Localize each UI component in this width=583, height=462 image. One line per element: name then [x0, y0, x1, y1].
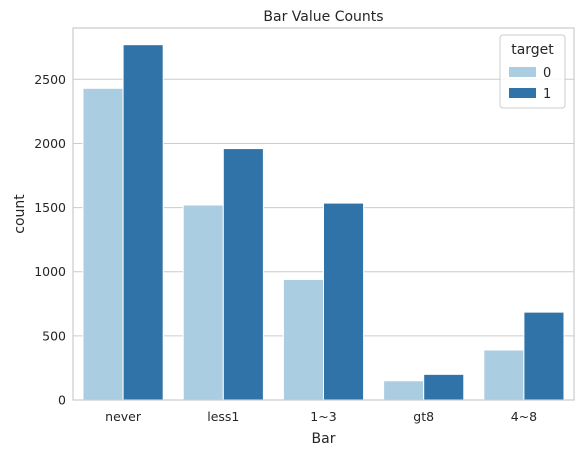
x-tick-label: gt8: [413, 409, 434, 424]
bar-gt8-target-0: [383, 380, 425, 401]
legend: target 01: [499, 34, 566, 109]
y-tick-label: 2000: [34, 136, 66, 151]
y-tick-label: 1000: [34, 264, 66, 279]
legend-items: 01: [509, 66, 551, 102]
y-tick-label: 0: [58, 393, 66, 408]
bar-never-target-0: [82, 87, 124, 401]
y-tick-label: 2500: [34, 72, 66, 87]
bars-layer: [82, 44, 565, 401]
y-axis-label: count: [12, 194, 28, 234]
plot-frame: [72, 27, 575, 401]
bar-less1-target-0: [182, 204, 224, 401]
x-tick-label: 1~3: [310, 409, 336, 424]
bar-1~3-target-1: [323, 202, 365, 401]
legend-title: target: [511, 42, 554, 58]
legend-swatch-1: [509, 88, 536, 98]
bar-less1-target-1: [222, 148, 264, 401]
chart-title: Bar Value Counts: [263, 9, 383, 25]
x-axis-label: Bar: [312, 431, 336, 447]
y-tick-label: 1500: [34, 200, 66, 215]
ticks-layer: 0 500 1000 1500 2000 2500 never less1 1~3 gt8 4~8: [34, 72, 537, 424]
bar-4~8-target-1: [523, 311, 565, 401]
x-tick-label: 4~8: [511, 409, 537, 424]
y-tick-label: 500: [42, 328, 66, 343]
bar-gt8-target-1: [423, 373, 465, 401]
bar-never-target-1: [122, 44, 164, 401]
legend-label: 0: [543, 66, 551, 81]
bar-1~3-target-0: [282, 278, 325, 401]
x-tick-label: less1: [207, 409, 239, 424]
x-tick-label: never: [105, 409, 142, 424]
legend-label: 1: [543, 87, 551, 102]
bar-4~8-target-0: [483, 349, 525, 401]
legend-swatch-0: [509, 67, 536, 77]
